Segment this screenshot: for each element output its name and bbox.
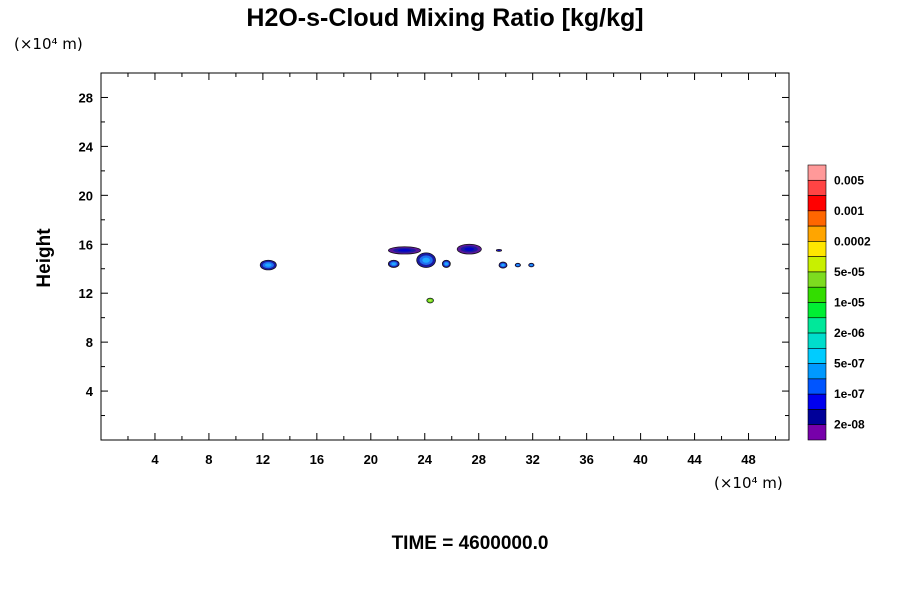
- colorbar: 0.005 0.001 0.0002 5e-05 1e-05 2e-06 5e-07 1e-0…: [807, 164, 871, 441]
- x-tick-label: 28: [471, 452, 485, 467]
- cloud-feature-core: [428, 299, 432, 302]
- colorbar-label: 2e-08: [834, 418, 865, 432]
- colorbar-label: 0.0002: [834, 234, 871, 248]
- x-tick-label: 4: [151, 452, 159, 467]
- y-tick-label: 8: [86, 335, 93, 350]
- colorbar-swatch: [807, 241, 827, 257]
- x-tick-label: 40: [633, 452, 647, 467]
- cloud-feature-core: [398, 249, 412, 252]
- cloud-feature-core: [265, 263, 272, 267]
- x-tick-label: 12: [256, 452, 270, 467]
- x-tick-label: 36: [579, 452, 593, 467]
- colorbar-swatch: [807, 271, 827, 288]
- colorbar-swatch: [807, 378, 827, 395]
- cloud-feature-core: [464, 247, 475, 251]
- colorbar-swatch: [807, 317, 827, 334]
- y-tick-label: 16: [79, 237, 93, 252]
- colorbar-swatch: [807, 348, 827, 364]
- colorbar-swatch: [807, 409, 827, 426]
- cloud-feature-core: [391, 262, 396, 266]
- x-tick-label: 44: [687, 452, 702, 467]
- y-tick-label: 28: [79, 90, 93, 105]
- colorbar-label: 1e-05: [834, 296, 865, 310]
- colorbar-swatch: [807, 332, 827, 349]
- y-tick-label: 24: [79, 139, 94, 154]
- cloud-feature-core: [516, 264, 519, 266]
- cloud-features: [259, 243, 535, 304]
- cloud-feature-core: [444, 262, 448, 266]
- colorbar-label: 0.005: [834, 173, 864, 187]
- colorbar-label: 2e-06: [834, 326, 865, 340]
- cloud-feature-core: [530, 264, 533, 266]
- x-axis-unit: (×10⁴ m): [714, 474, 783, 492]
- colorbar-swatch: [807, 210, 827, 227]
- colorbar-swatch: [807, 286, 827, 303]
- colorbar-swatch: [807, 363, 827, 380]
- y-tick-label: 12: [79, 286, 93, 301]
- x-tick-label: 24: [418, 452, 433, 467]
- colorbar-swatch: [807, 164, 827, 181]
- colorbar-swatch: [807, 424, 827, 441]
- cloud-feature-core: [501, 263, 505, 267]
- colorbar-swatch: [807, 393, 827, 410]
- colorbar-label: 0.001: [834, 204, 864, 218]
- colorbar-swatch: [807, 225, 827, 242]
- y-tick-label: 20: [79, 188, 93, 203]
- y-axis-unit: (×10⁴ m): [14, 35, 83, 53]
- x-tick-label: 16: [310, 452, 324, 467]
- x-tick-label: 20: [364, 452, 378, 467]
- colorbar-label: 5e-07: [834, 357, 865, 371]
- colorbar-swatch: [807, 179, 827, 196]
- x-tick-label: 32: [525, 452, 539, 467]
- colorbar-label: 5e-05: [834, 265, 865, 279]
- plot-area: [100, 72, 790, 441]
- y-tick-label: 4: [86, 384, 94, 399]
- time-label: TIME = 4600000.0: [392, 533, 549, 554]
- colorbar-label: 1e-07: [834, 387, 865, 401]
- y-axis-label: Height: [34, 228, 55, 288]
- colorbar-swatch: [807, 256, 827, 273]
- cloud-feature-core: [422, 257, 430, 263]
- x-tick-label: 48: [741, 452, 755, 467]
- colorbar-swatch: [807, 195, 827, 212]
- x-tick-label: 8: [205, 452, 212, 467]
- cloud-feature-core: [497, 250, 501, 251]
- chart-title: H2O-s-Cloud Mixing Ratio [kg/kg]: [246, 4, 643, 32]
- colorbar-swatch: [807, 302, 827, 319]
